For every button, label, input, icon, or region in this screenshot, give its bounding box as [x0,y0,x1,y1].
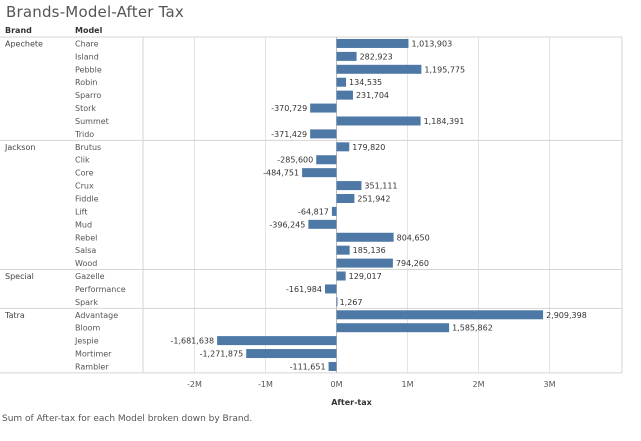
data-label: -370,729 [271,104,307,113]
bar [328,361,337,371]
data-label: -396,245 [269,220,305,229]
model-label: Core [75,169,94,178]
x-tick-label: -2M [187,380,202,389]
model-label: Sparro [75,91,101,100]
data-label: 804,650 [397,233,430,242]
model-label: Trido [74,130,94,139]
model-label: Jespie [74,337,99,346]
brand-label: Apechete [5,40,43,49]
data-label: 351,111 [364,182,397,191]
bar [336,51,357,61]
bar [308,219,337,229]
data-label: -64,817 [298,207,329,216]
brand-label: Tatra [4,311,25,320]
model-label: Fiddle [75,195,99,204]
data-label: -371,429 [271,130,307,139]
bar [324,284,337,294]
model-column-header: Model [75,26,103,35]
model-label: Bloom [75,324,101,333]
data-label: -285,600 [277,156,313,165]
data-label: 1,267 [340,298,363,307]
model-label: Rambler [75,362,109,371]
data-label: 179,820 [352,143,385,152]
chart-title: Brands-Model-After Tax [6,3,184,21]
bar [336,310,544,320]
data-label: 129,017 [349,272,382,281]
data-label: 1,013,903 [411,39,452,48]
model-label: Pebble [75,65,102,74]
bar [246,349,337,359]
data-label: -161,984 [286,285,322,294]
model-label: Island [75,52,99,61]
model-label: Chare [75,39,99,48]
bar [336,297,338,307]
data-label: 1,195,775 [424,65,465,74]
bar [302,168,337,178]
brand-column-header: Brand [5,26,32,35]
bar [336,181,362,191]
chart-caption: Sum of After-tax for each Model broken d… [2,414,253,424]
model-label: Mud [75,220,92,229]
data-label: 134,535 [349,78,382,87]
bar [336,77,347,87]
bar [336,116,421,126]
model-label: Advantage [75,311,118,320]
model-label: Summet [75,117,109,126]
x-tick-label: 0M [331,380,343,389]
bar [336,245,350,255]
model-label: Crux [75,182,94,191]
bar [310,129,337,139]
brand-label: Special [5,272,34,281]
bar [336,64,422,74]
brand-label: Jackson [4,143,35,152]
model-label: Stork [75,104,96,113]
x-tick-label: 3M [544,380,556,389]
bar [316,155,337,165]
data-label: 185,136 [353,246,386,255]
data-label: 282,923 [360,52,393,61]
data-label: 1,585,862 [452,324,493,333]
model-label: Spark [75,298,98,307]
bar [310,103,337,113]
model-label: Salsa [75,246,96,255]
bar [336,194,355,203]
bar [336,232,394,242]
model-label: Mortimer [75,350,112,359]
bar [336,38,409,48]
model-label: Wood [75,259,97,268]
model-label: Performance [75,285,126,294]
x-tick-label: -1M [258,380,273,389]
bar [331,206,337,216]
model-label: Rebel [75,233,97,242]
data-label: -1,271,875 [200,350,244,359]
x-axis-title: After-tax [331,398,372,407]
bar [336,90,353,100]
bar [217,336,337,346]
model-label: Gazelle [75,272,105,281]
data-label: -111,651 [290,362,326,371]
bar [336,271,346,281]
model-label: Lift [75,207,88,216]
x-tick-label: 2M [473,380,485,389]
data-label: 251,942 [357,195,390,204]
data-label: 1,184,391 [424,117,465,126]
bar [336,258,393,268]
model-label: Brutus [75,143,101,152]
data-label: 2,909,398 [546,311,587,320]
model-label: Robin [75,78,97,87]
bar [336,142,350,152]
data-label: 794,260 [396,259,429,268]
bar [336,323,450,333]
data-label: -484,751 [263,169,299,178]
data-label: -1,681,638 [170,337,214,346]
model-label: Clik [75,156,90,165]
data-label: 231,704 [356,91,389,100]
x-tick-label: 1M [402,380,414,389]
